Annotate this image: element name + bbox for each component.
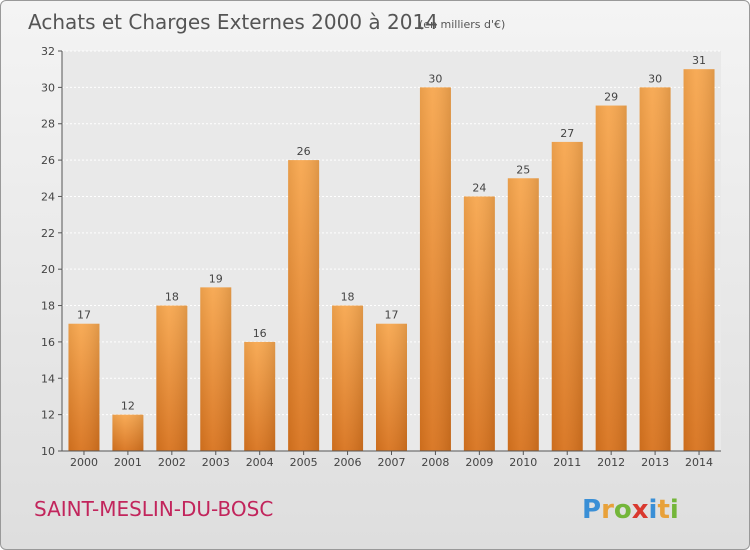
- bar-shade: [288, 160, 320, 451]
- x-tick-label: 2010: [509, 456, 537, 469]
- bar-shade: [419, 87, 451, 451]
- bar-shade: [639, 87, 671, 451]
- x-tick-label: 2009: [465, 456, 493, 469]
- data-label: 17: [385, 309, 399, 322]
- data-label: 19: [209, 272, 223, 285]
- bar-shade: [507, 178, 539, 452]
- bars: 17 12 18 19 16 26 18 17 30 24 25 27 29 30 31: [68, 54, 715, 452]
- logo-letter: i: [670, 495, 679, 525]
- bar-shade: [200, 287, 232, 451]
- commune-name: SAINT-MESLIN-DU-BOSC: [34, 497, 273, 521]
- data-label: 30: [648, 72, 662, 85]
- x-tick-label: 2000: [70, 456, 98, 469]
- bar-shade: [551, 141, 583, 451]
- data-label: 16: [253, 327, 267, 340]
- y-tick-label: 10: [41, 445, 55, 458]
- x-tick-label: 2014: [685, 456, 713, 469]
- logo-letter: x: [632, 495, 649, 525]
- y-tick-label: 24: [41, 190, 55, 203]
- data-label: 18: [341, 291, 355, 304]
- bar-shade: [683, 69, 715, 451]
- data-label: 17: [77, 309, 91, 322]
- x-tick-label: 2006: [334, 456, 362, 469]
- y-tick-label: 32: [41, 45, 55, 58]
- bar-shade: [68, 323, 100, 451]
- data-label: 12: [121, 400, 135, 413]
- x-tick-label: 2013: [641, 456, 669, 469]
- data-label: 27: [560, 127, 574, 140]
- logo-letter: t: [657, 495, 669, 525]
- logo-letter: i: [649, 495, 658, 525]
- y-tick-label: 16: [41, 336, 55, 349]
- logo-letter: P: [582, 495, 601, 525]
- bar-shade: [244, 341, 276, 451]
- x-tick-label: 2005: [290, 456, 318, 469]
- data-label: 24: [472, 181, 486, 194]
- x-tick-label: 2012: [597, 456, 625, 469]
- x-tick-label: 2001: [114, 456, 142, 469]
- y-tick-label: 18: [41, 300, 55, 313]
- x-tick-label: 2002: [158, 456, 186, 469]
- x-tick-label: 2004: [246, 456, 274, 469]
- proxiti-logo: Proxiti: [582, 495, 679, 525]
- x-tick-label: 2007: [378, 456, 406, 469]
- bar-shade: [332, 305, 364, 451]
- x-tick-label: 2003: [202, 456, 230, 469]
- data-label: 31: [692, 54, 706, 67]
- logo-letter: r: [601, 495, 614, 525]
- data-label: 26: [297, 145, 311, 158]
- x-tick-label: 2011: [553, 456, 581, 469]
- x-tick-label: 2008: [421, 456, 449, 469]
- chart-title: Achats et Charges Externes 2000 à 2014: [28, 10, 438, 34]
- y-tick-label: 26: [41, 154, 55, 167]
- chart-subtitle: (en milliers d'€): [419, 18, 505, 31]
- y-tick-label: 20: [41, 263, 55, 276]
- bar-shade: [112, 414, 144, 451]
- bar-shade: [595, 105, 627, 451]
- y-tick-label: 12: [41, 409, 55, 422]
- bar-shade: [376, 323, 407, 451]
- bar-shade: [156, 305, 188, 451]
- logo-letter: o: [614, 495, 632, 525]
- y-tick-label: 14: [41, 372, 55, 385]
- y-tick-label: 28: [41, 118, 55, 131]
- data-label: 29: [604, 91, 618, 104]
- data-label: 30: [428, 72, 442, 85]
- bar-shade: [463, 196, 495, 451]
- logo-text: Proxiti: [582, 495, 679, 525]
- data-label: 25: [516, 163, 530, 176]
- axes: 10 12 14 16 18 20 22 24 26 28 30 32 2000 2001 2002 2003…: [41, 45, 721, 469]
- y-tick-label: 22: [41, 227, 55, 240]
- data-label: 18: [165, 291, 179, 304]
- y-tick-label: 30: [41, 81, 55, 94]
